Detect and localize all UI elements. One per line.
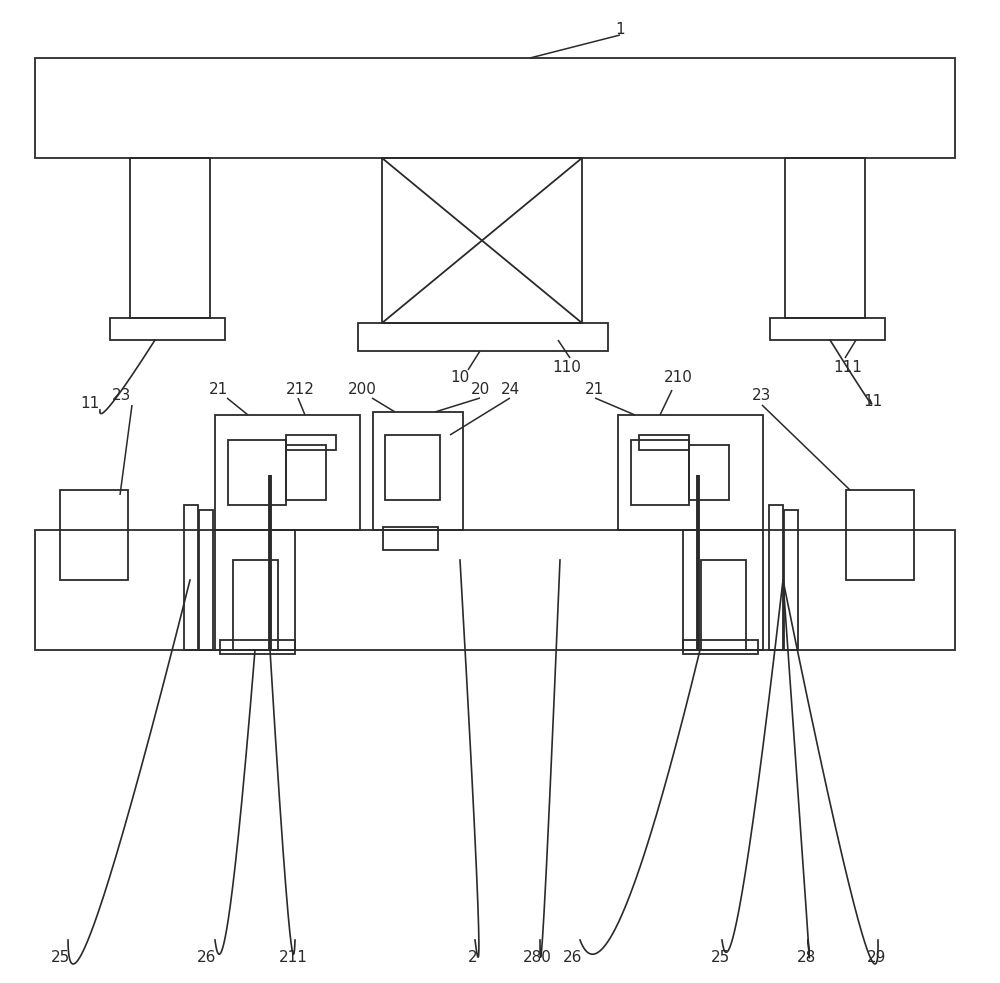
Bar (60, 490, 128, 580)
Bar (683, 640, 758, 654)
Bar (689, 445, 729, 500)
Text: 26: 26 (563, 951, 583, 965)
Text: 11: 11 (80, 395, 100, 411)
Bar (130, 158, 210, 318)
Text: 211: 211 (279, 951, 307, 965)
Bar (701, 560, 746, 650)
Bar (233, 560, 278, 650)
Bar (35, 58, 955, 158)
Text: 11: 11 (863, 394, 883, 410)
Bar (286, 445, 326, 500)
Bar (215, 530, 295, 650)
Text: 26: 26 (197, 951, 217, 965)
Bar (373, 412, 463, 530)
Text: 210: 210 (664, 371, 692, 385)
Bar (383, 527, 438, 550)
Text: 25: 25 (50, 951, 70, 965)
Text: 21: 21 (208, 382, 228, 397)
Bar (220, 640, 295, 654)
Bar (110, 318, 225, 340)
Text: 24: 24 (500, 382, 520, 397)
Bar (385, 435, 440, 500)
Text: 212: 212 (286, 382, 314, 397)
Bar (769, 505, 783, 650)
Bar (382, 158, 582, 323)
Text: 280: 280 (523, 951, 551, 965)
Bar (199, 510, 213, 650)
Bar (184, 505, 198, 650)
Text: 21: 21 (584, 382, 604, 397)
Bar (631, 440, 689, 505)
Text: 110: 110 (553, 361, 581, 376)
Text: 2: 2 (468, 951, 478, 965)
Bar (228, 440, 286, 505)
Bar (286, 435, 336, 450)
Text: 10: 10 (450, 371, 470, 385)
Text: 200: 200 (348, 382, 376, 397)
Text: 23: 23 (112, 387, 132, 402)
Bar (358, 323, 608, 351)
Bar (846, 490, 914, 580)
Text: 111: 111 (834, 361, 862, 376)
Bar (35, 530, 955, 650)
Bar (639, 435, 689, 450)
Bar (770, 318, 885, 340)
Text: 28: 28 (796, 951, 816, 965)
Bar (215, 415, 360, 530)
Bar (784, 510, 798, 650)
Bar (618, 415, 763, 530)
Bar (683, 530, 763, 650)
Text: 20: 20 (470, 382, 490, 397)
Text: 25: 25 (710, 951, 730, 965)
Text: 1: 1 (615, 23, 625, 37)
Text: 23: 23 (752, 387, 772, 402)
Bar (785, 158, 865, 318)
Text: 29: 29 (867, 951, 887, 965)
